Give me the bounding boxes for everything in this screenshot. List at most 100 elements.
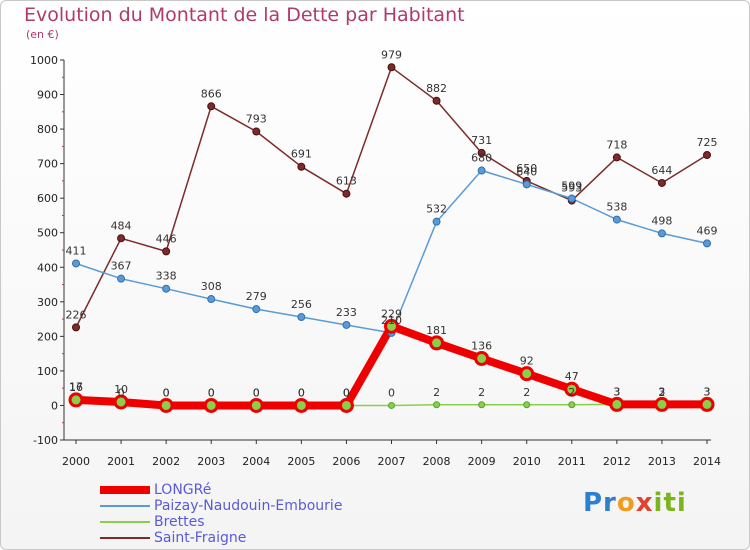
legend-item-brettes: Brettes bbox=[100, 514, 420, 530]
data-point bbox=[657, 178, 666, 187]
data-point bbox=[68, 392, 84, 408]
x-tick-label: 2011 bbox=[558, 455, 586, 468]
legend-swatch-brettes bbox=[100, 521, 150, 523]
data-point bbox=[72, 259, 80, 268]
y-tick-label: 600 bbox=[37, 192, 58, 205]
data-label: 0 bbox=[343, 386, 350, 399]
data-label: 10 bbox=[114, 383, 128, 396]
data-point bbox=[158, 397, 174, 413]
data-point bbox=[568, 401, 576, 409]
y-tick-label: 900 bbox=[37, 89, 58, 102]
data-label: 640 bbox=[516, 165, 537, 178]
data-point bbox=[117, 274, 126, 283]
data-label: 793 bbox=[246, 113, 267, 126]
data-label: 882 bbox=[426, 82, 447, 95]
data-point bbox=[699, 396, 715, 412]
data-label: 210 bbox=[381, 314, 402, 327]
data-label: 3 bbox=[613, 385, 620, 398]
data-point bbox=[519, 366, 535, 382]
data-label: 0 bbox=[163, 386, 170, 399]
data-point bbox=[207, 102, 216, 111]
y-tick-label: 800 bbox=[37, 123, 58, 136]
data-label: 2 bbox=[478, 386, 485, 399]
data-label: 680 bbox=[471, 152, 492, 165]
data-label: 2 bbox=[433, 386, 440, 399]
data-point bbox=[612, 153, 621, 162]
data-point bbox=[162, 284, 171, 293]
chart-subtitle: (en €) bbox=[26, 28, 59, 41]
y-tick-label: 300 bbox=[37, 296, 58, 309]
data-label: 3 bbox=[704, 385, 711, 398]
data-point bbox=[113, 394, 129, 410]
data-label: 136 bbox=[471, 339, 492, 352]
x-tick-label: 2013 bbox=[648, 455, 676, 468]
data-point bbox=[207, 295, 216, 304]
data-point bbox=[654, 396, 670, 412]
data-label: 92 bbox=[520, 355, 534, 368]
data-label: 644 bbox=[651, 164, 672, 177]
data-point bbox=[162, 247, 171, 256]
x-tick-label: 2001 bbox=[107, 455, 135, 468]
y-tick-label: 500 bbox=[37, 227, 58, 240]
data-label: 866 bbox=[201, 87, 222, 100]
data-point bbox=[388, 401, 395, 409]
data-point bbox=[248, 397, 264, 413]
proxiti-logo: Proxiti bbox=[583, 488, 687, 518]
x-tick-label: 2002 bbox=[152, 455, 180, 468]
data-point bbox=[474, 350, 490, 366]
data-point bbox=[297, 313, 306, 322]
data-label: 0 bbox=[118, 386, 125, 399]
data-point bbox=[609, 396, 625, 412]
data-point bbox=[342, 320, 351, 329]
chart-axes: -100010020030040050060070080090010002000… bbox=[30, 54, 721, 468]
data-point bbox=[432, 96, 441, 105]
x-tick-label: 2004 bbox=[242, 455, 270, 468]
legend-item-paizay: Paizay-Naudouin-Embourie bbox=[100, 498, 420, 514]
data-label: 47 bbox=[565, 370, 579, 383]
data-point bbox=[297, 162, 306, 171]
data-label: 2 bbox=[568, 386, 575, 399]
data-point bbox=[252, 127, 261, 136]
x-tick-label: 2000 bbox=[62, 455, 90, 468]
data-point bbox=[72, 323, 80, 332]
data-label: 0 bbox=[163, 386, 170, 399]
legend-label-longre: LONGRé bbox=[154, 482, 212, 498]
data-label: 0 bbox=[298, 386, 305, 399]
chart-legend: LONGRé Paizay-Naudouin-Embourie Brettes … bbox=[100, 482, 420, 546]
data-point bbox=[564, 381, 580, 397]
data-label: 0 bbox=[208, 386, 215, 399]
y-tick-label: 0 bbox=[51, 399, 58, 412]
data-label: 3 bbox=[658, 385, 665, 398]
y-tick-label: 400 bbox=[37, 261, 58, 274]
data-point bbox=[478, 401, 486, 409]
data-label: 256 bbox=[291, 298, 312, 311]
data-label: 613 bbox=[336, 175, 357, 188]
data-label: 538 bbox=[606, 201, 627, 214]
data-label: 446 bbox=[156, 232, 177, 245]
data-point bbox=[117, 234, 126, 243]
y-tick-label: 100 bbox=[37, 365, 58, 378]
data-point bbox=[429, 335, 445, 351]
data-point bbox=[338, 397, 354, 413]
y-tick-label: -100 bbox=[33, 434, 58, 447]
chart-title: Evolution du Montant de la Dette par Hab… bbox=[24, 4, 465, 26]
y-tick-label: 200 bbox=[37, 330, 58, 343]
data-point bbox=[612, 215, 621, 224]
legend-label-saint-fraigne: Saint-Fraigne bbox=[154, 530, 247, 546]
x-tick-label: 2008 bbox=[423, 455, 451, 468]
data-point bbox=[477, 148, 486, 157]
chart-points bbox=[68, 63, 715, 413]
data-point bbox=[342, 189, 351, 198]
data-label: 3 bbox=[613, 385, 620, 398]
data-point bbox=[433, 401, 441, 409]
data-label: 16 bbox=[69, 381, 83, 394]
data-point bbox=[252, 305, 261, 314]
y-tick-label: 1000 bbox=[30, 54, 58, 67]
data-label: 599 bbox=[561, 180, 582, 193]
x-tick-label: 2006 bbox=[332, 455, 360, 468]
data-label: 226 bbox=[66, 308, 87, 321]
data-label: 484 bbox=[111, 219, 132, 232]
data-point bbox=[567, 194, 576, 203]
